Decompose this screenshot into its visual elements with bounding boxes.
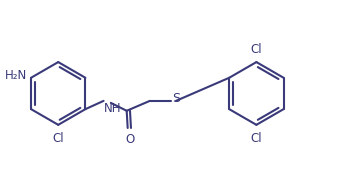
Text: Cl: Cl [52, 132, 64, 145]
Text: Cl: Cl [250, 132, 262, 145]
Text: NH: NH [104, 102, 122, 115]
Text: S: S [172, 92, 180, 105]
Text: O: O [126, 133, 135, 146]
Text: Cl: Cl [250, 43, 262, 56]
Text: H₂N: H₂N [5, 69, 27, 82]
